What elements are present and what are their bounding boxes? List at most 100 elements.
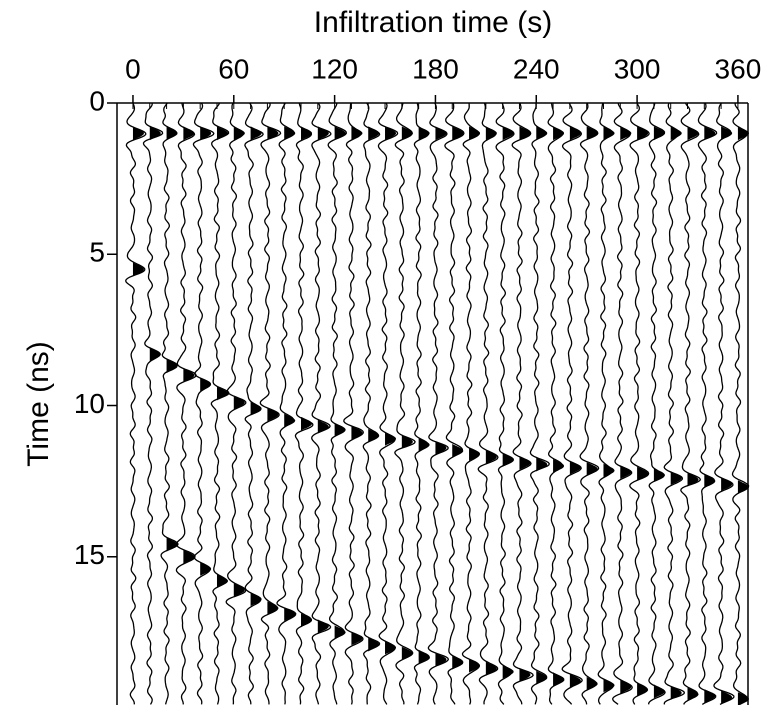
trace (663, 102, 685, 705)
trace (680, 102, 702, 705)
reflection-event (368, 637, 380, 652)
reflection-event (603, 463, 615, 478)
trace (597, 102, 614, 705)
reflection-event (183, 549, 195, 564)
y-tick-label: 10 (74, 388, 105, 419)
x-tick-label: 240 (513, 53, 560, 84)
reflection-event (250, 592, 262, 607)
trace (175, 102, 197, 705)
reflection-event (233, 395, 245, 410)
reflection-event (721, 477, 733, 492)
reflection-event (704, 126, 716, 141)
reflection-event (502, 453, 514, 467)
reflection-event (216, 574, 228, 588)
reflection-event (637, 126, 649, 141)
trace (461, 103, 480, 705)
reflection-event (317, 619, 329, 634)
reflection-event (670, 685, 682, 700)
y-tick-label: 0 (89, 85, 105, 116)
trace (394, 102, 416, 705)
trace (477, 102, 499, 705)
reflection-event (721, 690, 733, 705)
trace (444, 102, 465, 705)
trace (579, 102, 600, 705)
reflection-event (637, 466, 649, 481)
reflection-event (502, 126, 514, 141)
trace (125, 102, 147, 705)
trace (731, 102, 750, 705)
trace (160, 102, 179, 705)
reflection-event (469, 126, 480, 141)
reflection-event (586, 126, 598, 141)
reflection-event (334, 126, 346, 141)
reflection-event (216, 386, 228, 401)
trace (142, 102, 164, 705)
trace (225, 102, 247, 705)
trace (629, 102, 650, 705)
reflection-event (418, 437, 430, 452)
reflection-event (233, 583, 245, 598)
reflection-event (200, 126, 212, 141)
reflection-event (200, 377, 212, 392)
reflection-event (737, 480, 749, 495)
x-tick-label: 120 (311, 53, 358, 84)
trace (294, 102, 314, 705)
reflection-event (385, 431, 396, 446)
trace (311, 102, 332, 705)
reflection-event (301, 126, 312, 141)
reflection-event (469, 446, 480, 461)
reflection-event (401, 434, 413, 449)
reflection-event (317, 419, 329, 434)
reflection-event (149, 347, 161, 362)
y-tick-label: 15 (74, 539, 105, 570)
trace (529, 102, 550, 705)
reflection-event (401, 646, 413, 661)
reflection-event (603, 126, 615, 141)
trace (343, 102, 364, 705)
x-tick-label: 360 (715, 53, 762, 84)
reflection-event (485, 449, 497, 464)
trace (427, 102, 450, 705)
reflection-event (620, 126, 632, 141)
reflection-event (687, 472, 699, 487)
reflection-event (351, 126, 363, 141)
x-tick-label: 0 (125, 53, 141, 84)
reflection-event (317, 126, 329, 141)
reflection-event (485, 126, 497, 141)
reflection-event (368, 126, 380, 141)
reflection-event (653, 468, 665, 483)
reflection-event (250, 401, 262, 416)
trace (713, 102, 735, 705)
reflection-event (737, 691, 749, 706)
reflection-event (569, 460, 581, 475)
reflection-event (603, 678, 615, 693)
reflection-event (653, 126, 665, 141)
reflection-event (284, 607, 296, 622)
reflection-event (233, 126, 245, 141)
reflection-event (200, 561, 212, 576)
reflection-event (536, 126, 548, 141)
reflection-event (267, 126, 279, 141)
reflection-event (653, 684, 665, 699)
reflection-event (452, 126, 464, 141)
reflection-event (519, 126, 531, 141)
reflection-event (267, 407, 279, 422)
reflection-event (586, 676, 598, 691)
y-tick-label: 5 (89, 237, 105, 268)
reflection-event (670, 471, 682, 486)
reflection-event (385, 640, 396, 655)
trace (561, 102, 583, 705)
reflection-event (216, 126, 228, 141)
trace (495, 102, 515, 705)
reflection-event (704, 688, 716, 703)
reflection-event (351, 425, 363, 440)
reflection-event (132, 126, 144, 141)
reflection-event (368, 428, 380, 443)
reflection-event (721, 126, 733, 141)
reflection-event (351, 631, 363, 646)
reflection-event (149, 126, 161, 141)
reflection-event (670, 126, 682, 141)
reflection-event (418, 649, 430, 664)
reflection-event (519, 667, 531, 682)
